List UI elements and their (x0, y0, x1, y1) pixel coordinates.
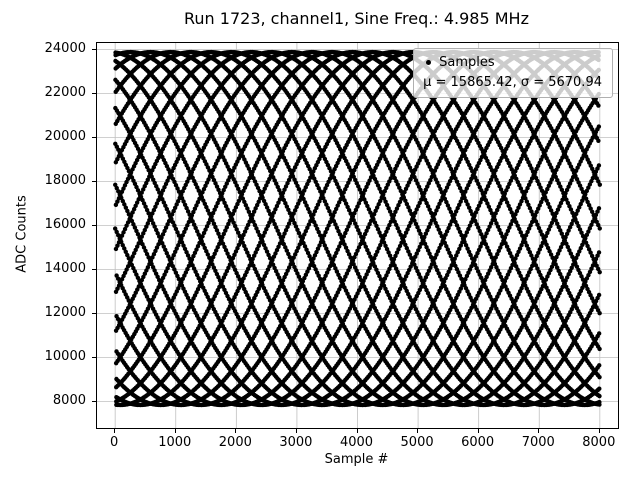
y-tick-mark (92, 136, 96, 138)
x-tick-mark (295, 429, 297, 433)
x-tick-mark (538, 429, 540, 433)
x-tick-mark (174, 429, 176, 433)
legend-series-label: Samples (439, 55, 495, 70)
x-tick-label: 5000 (400, 435, 434, 450)
x-axis-label: Sample # (324, 452, 389, 467)
sample-marker-icon (426, 60, 432, 66)
y-tick-label: 18000 (44, 172, 86, 188)
plot-area: Samples μ = 15865.42, σ = 5670.94 (96, 42, 619, 429)
legend-stats-label: μ = 15865.42, σ = 5670.94 (423, 74, 602, 90)
y-tick-label: 8000 (52, 392, 86, 408)
x-tick-label: 3000 (279, 435, 313, 450)
y-tick-mark (92, 268, 96, 270)
legend-row-stats: μ = 15865.42, σ = 5670.94 (421, 73, 602, 93)
x-tick-mark (417, 429, 419, 433)
x-tick-label: 8000 (582, 435, 616, 450)
chart-title: Run 1723, channel1, Sine Freq.: 4.985 MH… (184, 9, 529, 28)
x-tick-mark (477, 429, 479, 433)
y-axis-label: ADC Counts (14, 195, 30, 273)
y-tick-label: 14000 (44, 260, 86, 276)
y-tick-mark (92, 400, 96, 402)
x-tick-mark (235, 429, 237, 433)
y-tick-label: 10000 (44, 348, 86, 364)
y-tick-mark (92, 180, 96, 182)
y-tick-label: 16000 (44, 216, 86, 232)
x-tick-label: 7000 (521, 435, 555, 450)
y-tick-mark (92, 48, 96, 50)
y-tick-label: 24000 (44, 40, 86, 56)
x-tick-label: 1000 (158, 435, 192, 450)
y-tick-label: 20000 (44, 128, 86, 144)
x-tick-mark (356, 429, 358, 433)
legend: Samples μ = 15865.42, σ = 5670.94 (413, 48, 613, 98)
legend-row-samples: Samples (421, 53, 602, 73)
plot-canvas (97, 43, 618, 428)
x-tick-label: 4000 (339, 435, 374, 450)
y-tick-mark (92, 224, 96, 226)
x-tick-label: 6000 (461, 435, 495, 450)
x-tick-mark (114, 429, 116, 433)
y-tick-mark (92, 92, 96, 94)
y-tick-label: 22000 (44, 84, 86, 100)
y-tick-mark (92, 312, 96, 314)
x-tick-label: 2000 (218, 435, 252, 450)
y-tick-mark (92, 356, 96, 358)
x-tick-label: 0 (110, 435, 119, 450)
x-tick-mark (598, 429, 600, 433)
y-tick-label: 12000 (44, 304, 86, 320)
